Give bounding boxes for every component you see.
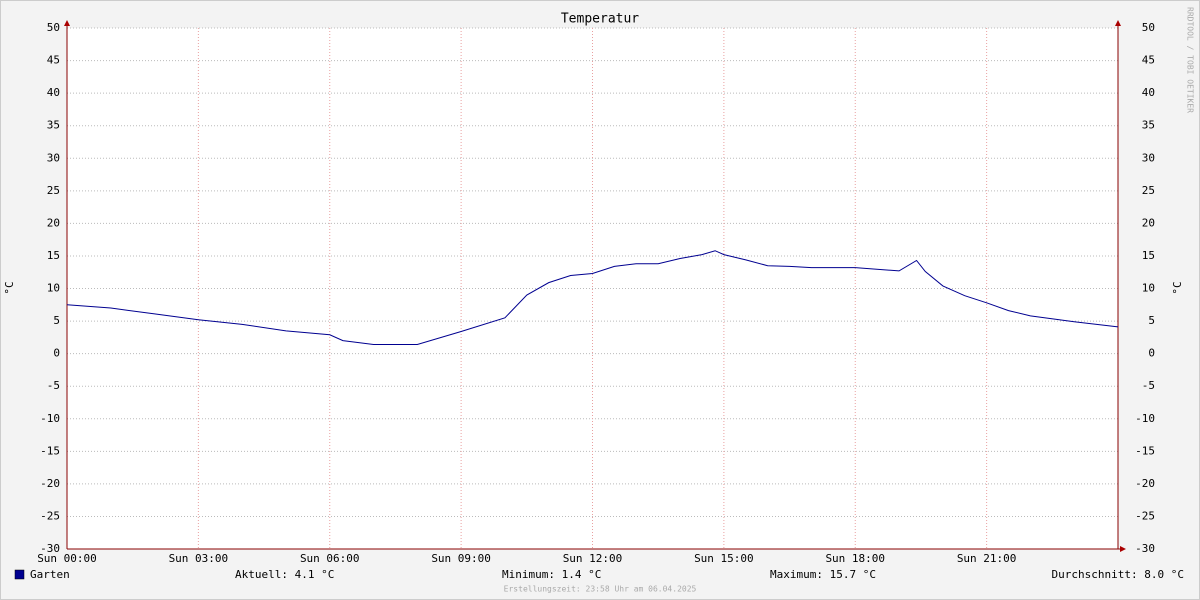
y-axis-label: °C (3, 281, 16, 294)
y2-tick-label: -30 (1135, 542, 1155, 555)
y-tick-label: -15 (40, 444, 60, 457)
y-tick-label: 40 (47, 86, 60, 99)
y2-tick-label: 30 (1142, 151, 1155, 164)
legend-swatch (14, 569, 25, 580)
y2-tick-label: 20 (1142, 216, 1155, 229)
y2-axis-label: °C (1171, 281, 1184, 294)
y2-tick-label: -5 (1142, 379, 1155, 392)
y-tick-label: 45 (47, 54, 60, 67)
y-tick-label: 20 (47, 216, 60, 229)
legend-label: Garten (30, 568, 70, 581)
y2-tick-label: 50 (1142, 21, 1155, 34)
y2-tick-label: 5 (1148, 314, 1155, 327)
arrow (64, 20, 70, 26)
legend-stat: Maximum: 15.7 °C (770, 568, 876, 581)
y-tick-label: 35 (47, 119, 60, 132)
y-tick-label: 15 (47, 249, 60, 262)
footer: Erstellungszeit: 23:58 Uhr am 06.04.2025 (504, 585, 697, 594)
x-tick-label: Sun 18:00 (825, 552, 885, 565)
x-tick-label: Sun 09:00 (431, 552, 491, 565)
y2-tick-label: -15 (1135, 444, 1155, 457)
y-tick-label: 50 (47, 21, 60, 34)
y-tick-label: 5 (53, 314, 60, 327)
y2-tick-label: 0 (1148, 347, 1155, 360)
y-tick-label: -10 (40, 412, 60, 425)
x-tick-label: Sun 12:00 (563, 552, 623, 565)
grid (66, 27, 1118, 550)
y2-tick-label: 25 (1142, 184, 1155, 197)
y-tick-label: -20 (40, 477, 60, 490)
legend-stat: Minimum: 1.4 °C (502, 568, 601, 581)
y2-tick-label: 15 (1142, 249, 1155, 262)
legend-stat: Aktuell: 4.1 °C (235, 568, 334, 581)
x-tick-label: Sun 03:00 (169, 552, 229, 565)
y2-tick-label: 10 (1142, 282, 1155, 295)
y-tick-label: 30 (47, 151, 60, 164)
y-tick-label: 0 (53, 347, 60, 360)
x-tick-label: Sun 21:00 (957, 552, 1017, 565)
y-tick-label: -25 (40, 509, 60, 522)
y2-tick-label: 35 (1142, 119, 1155, 132)
y-tick-label: 10 (47, 282, 60, 295)
line (66, 250, 1119, 346)
legend-stat: Durchschnitt: 8.0 °C (1052, 568, 1184, 581)
chart-title: Temperatur (561, 12, 639, 27)
y2-tick-label: 45 (1142, 54, 1155, 67)
x-tick-label: Sun 15:00 (694, 552, 754, 565)
y-tick-label: 25 (47, 184, 60, 197)
y2-tick-label: -10 (1135, 412, 1155, 425)
x-tick-label: Sun 00:00 (37, 552, 97, 565)
y2-tick-label: -20 (1135, 477, 1155, 490)
arrow (1120, 546, 1126, 552)
watermark: RRDTOOL / TOBI OETIKER (1186, 7, 1195, 113)
arrow (1115, 20, 1121, 26)
y2-tick-label: -25 (1135, 509, 1155, 522)
y-tick-label: -5 (47, 379, 60, 392)
x-tick-label: Sun 06:00 (300, 552, 360, 565)
y2-tick-label: 40 (1142, 86, 1155, 99)
y-tick-label: -30 (40, 542, 60, 555)
